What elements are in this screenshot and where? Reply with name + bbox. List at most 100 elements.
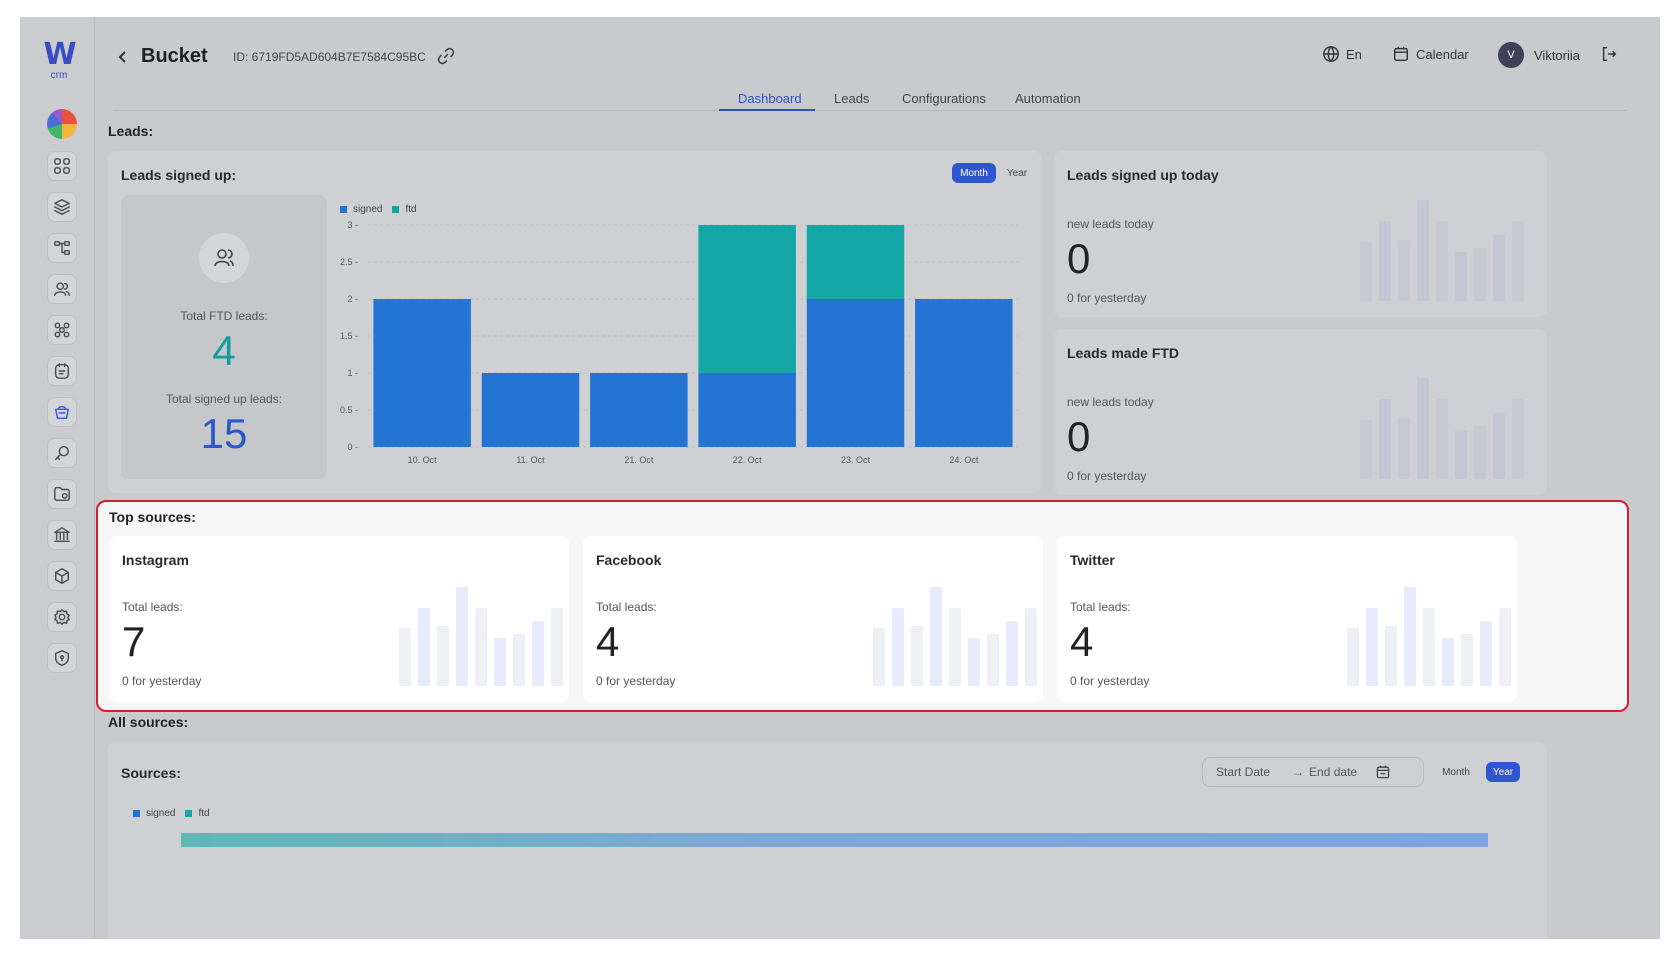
users-icon <box>199 233 249 283</box>
tab-bar: Dashboard Leads Configurations Automatio… <box>113 81 1627 111</box>
sparkline <box>1360 200 1524 301</box>
period-month-button[interactable]: Month <box>952 163 996 183</box>
tab-dashboard[interactable]: Dashboard <box>738 91 802 106</box>
end-date-input[interactable]: End date <box>1309 765 1358 779</box>
chevron-left-icon <box>118 51 126 63</box>
sidebar-item-tasks[interactable] <box>47 356 77 386</box>
total-leads-value: 4 <box>1070 618 1094 665</box>
y-tick-label: 0 - <box>347 442 358 452</box>
x-tick-label: 21. Oct <box>624 455 654 465</box>
settings-icon <box>54 609 70 625</box>
sidebar-item-hierarchy[interactable] <box>47 233 77 263</box>
sidebar-item-cube[interactable] <box>47 561 77 591</box>
source-name: Instagram <box>122 552 189 568</box>
sources-chart-bar <box>181 833 1488 847</box>
sparkline-bar <box>1417 378 1429 479</box>
legend-label-ftd: ftd <box>198 808 210 819</box>
total-leads-value: 4 <box>596 618 620 665</box>
date-range-picker[interactable]: Start Date → End date <box>1202 757 1424 787</box>
sparkline-bar <box>968 637 980 686</box>
sidebar-item-bank[interactable] <box>47 520 77 550</box>
sparkline-bar <box>1417 200 1429 301</box>
avatar: V <box>1498 42 1524 68</box>
tab-automation[interactable]: Automation <box>1015 91 1081 106</box>
top-sources-label: Top sources: <box>109 509 196 525</box>
sparkline-bar <box>1474 247 1486 301</box>
copy-link-button[interactable] <box>437 47 455 65</box>
sidebar-item-settings[interactable] <box>47 602 77 632</box>
sparkline-bar <box>418 607 430 686</box>
sparkline-bar <box>1474 425 1486 479</box>
sparkline-bar <box>532 620 544 686</box>
source-card-facebook[interactable]: Facebook Total leads: 4 0 for yesterday <box>583 536 1043 702</box>
sidebar-item-layers[interactable] <box>47 192 77 222</box>
start-date-input[interactable]: Start Date <box>1216 765 1271 779</box>
period-year-button[interactable]: Year <box>1486 762 1520 782</box>
sparkline-bar <box>1398 418 1410 479</box>
bar-signed[interactable] <box>698 373 796 447</box>
sidebar-item-users[interactable] <box>47 274 77 304</box>
sparkline-bar <box>437 626 449 686</box>
sparkline-bar <box>1366 607 1378 686</box>
totals-panel: Total FTD leads: 4 Total signed up leads… <box>121 195 327 479</box>
source-card-twitter[interactable]: Twitter Total leads: 4 0 for yesterday <box>1057 536 1517 702</box>
total-ftd-label: Total FTD leads: <box>180 309 268 323</box>
bar-signed[interactable] <box>915 299 1013 447</box>
period-year-button[interactable]: Year <box>1006 167 1028 179</box>
source-name: Facebook <box>596 552 662 568</box>
globe-icon <box>1323 46 1339 62</box>
logo[interactable]: W crm <box>41 40 77 81</box>
logout-button[interactable] <box>1600 45 1618 63</box>
tab-leads[interactable]: Leads <box>834 91 870 106</box>
sidebar-item-security[interactable] <box>47 643 77 673</box>
source-card-instagram[interactable]: Instagram Total leads: 7 0 for yesterday <box>109 536 569 702</box>
language-label: En <box>1346 46 1362 62</box>
layers-icon <box>54 199 70 215</box>
leads-today-card: Leads signed up today new leads today 0 … <box>1054 151 1547 317</box>
bar-signed[interactable] <box>590 373 688 447</box>
colorwheel-icon[interactable] <box>47 109 77 139</box>
sidebar-item-keys[interactable] <box>47 438 77 468</box>
user-name: Viktoriia <box>1534 47 1581 63</box>
sparkline-bar <box>911 626 923 686</box>
sparkline <box>399 587 563 686</box>
bar-signed[interactable] <box>806 299 905 447</box>
bank-icon <box>54 527 70 543</box>
sidebar-item-bucket[interactable] <box>47 397 77 427</box>
bucket-icon <box>54 405 70 420</box>
app-frame: W crm <box>20 17 1660 939</box>
sparkline-bar <box>1436 399 1448 479</box>
shield-icon <box>54 650 70 666</box>
active-tab-indicator <box>719 109 815 111</box>
card-title: Sources: <box>121 765 181 781</box>
key-icon <box>54 445 70 461</box>
language-selector[interactable]: En <box>1322 45 1362 63</box>
sparkline-bar <box>892 607 904 686</box>
all-sources-label: All sources: <box>108 714 189 730</box>
sidebar: W crm <box>20 17 95 939</box>
total-leads-label: Total leads: <box>122 600 183 614</box>
sparkline-bar <box>930 587 942 686</box>
sidebar-item-network[interactable] <box>47 315 77 345</box>
user-menu[interactable]: V Viktoriia <box>1498 42 1580 68</box>
period-month-button[interactable]: Month <box>1442 766 1470 778</box>
tasks-icon <box>54 363 70 379</box>
sparkline-bar <box>1455 251 1467 301</box>
bar-ftd[interactable] <box>806 225 905 299</box>
total-signed-label: Total signed up leads: <box>165 392 283 406</box>
sparkline-bar <box>1347 628 1359 686</box>
new-leads-label: new leads today <box>1067 395 1154 409</box>
hierarchy-icon <box>54 240 70 256</box>
bar-signed[interactable] <box>481 373 580 447</box>
tab-configurations[interactable]: Configurations <box>902 91 986 106</box>
back-button[interactable] <box>115 49 131 65</box>
leads-signed-up-card: Leads signed up: Month Year Total FTD le… <box>108 151 1042 493</box>
calendar-button[interactable]: Calendar <box>1392 45 1469 63</box>
bar-signed[interactable] <box>373 299 471 447</box>
header: Bucket ID: 6719FD5AD604B7E7584C95BC En C… <box>95 17 1660 117</box>
sidebar-item-dashboard[interactable] <box>47 151 77 181</box>
sidebar-item-folders[interactable] <box>47 479 77 509</box>
bar-ftd[interactable] <box>698 225 796 373</box>
new-leads-value: 0 <box>1067 235 1091 282</box>
sparkline-bar <box>1006 620 1018 686</box>
